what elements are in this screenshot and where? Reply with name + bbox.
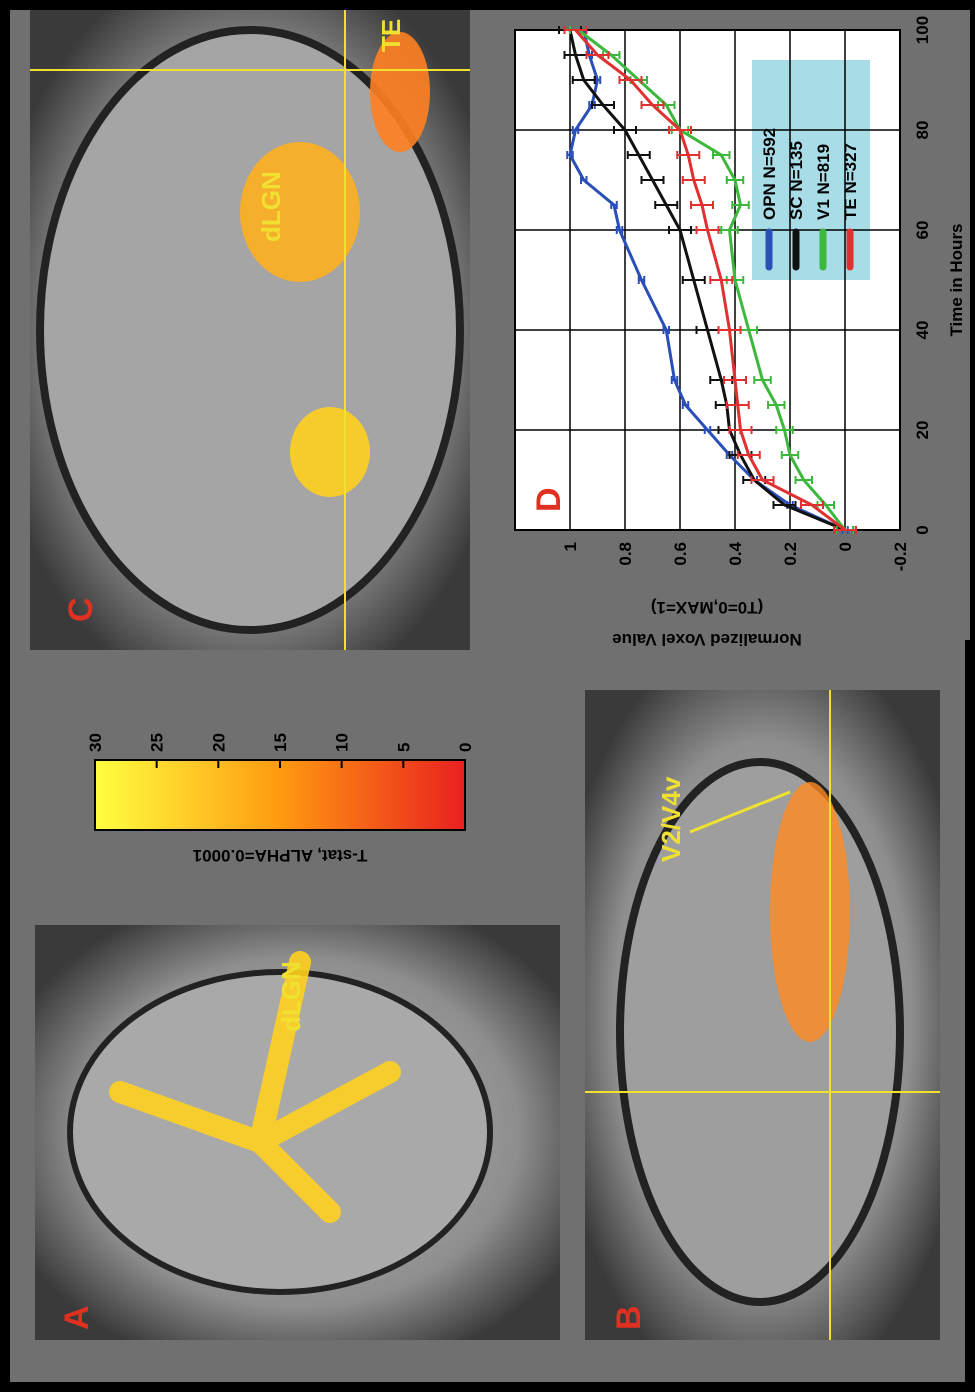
annotation: V2/V4v [656,776,686,862]
x-tick-label: 0 [913,525,932,534]
x-axis-label: Time in Hours [947,223,966,336]
y-tick-label: 0 [836,542,855,551]
legend-label: OPN N=592 [760,128,779,220]
y-axis-label: (T0=0,MAX=1) [651,598,763,617]
colorbar-tick-label: 15 [271,733,290,752]
annotation: dLGN [256,171,286,242]
y-tick-label: 1 [561,542,580,551]
legend-label: TE N=327 [841,143,860,220]
figure: A dLGN B V2/V4v C dLGN TE D Time in Hour… [0,0,975,1392]
panel-label: C [62,597,100,622]
annotation: TE [376,19,406,52]
x-tick-label: 20 [913,421,932,440]
page: A dLGN B V2/V4v C dLGN TE D Time in Hour… [0,0,975,1392]
y-tick-label: 0.8 [616,542,635,566]
colorbar-tick-label: 25 [148,733,167,752]
legend-label: SC N=135 [787,141,806,220]
colorbar-tick-label: 5 [394,743,413,752]
activation [290,407,370,497]
x-tick-label: 40 [913,321,932,340]
colorbar-tick-label: 10 [333,733,352,752]
colorbar-tick-label: 30 [86,733,105,752]
colorbar-tick-label: 0 [456,743,475,752]
colorbar [95,760,465,830]
y-tick-label: 0.6 [671,542,690,566]
y-tick-label: 0.4 [726,541,745,565]
activation [770,782,850,1042]
annotation: dLGN [276,961,306,1032]
x-tick-label: 80 [913,121,932,140]
rotated-figure: A dLGN B V2/V4v C dLGN TE D Time in Hour… [0,0,975,1392]
y-axis-label: Normalized Voxel Value [612,630,802,649]
y-tick-label: 0.2 [781,542,800,566]
y-tick-label: -0.2 [891,542,910,571]
panel-label: B [610,1305,648,1330]
legend-label: V1 N=819 [814,144,833,220]
x-tick-label: 100 [913,16,932,44]
x-tick-label: 60 [913,221,932,240]
colorbar-label: T-stat, ALPHA=0.0001 [193,846,368,865]
colorbar-tick-label: 20 [209,733,228,752]
panel-label: A [58,1305,96,1330]
panel-label: D [530,487,568,512]
